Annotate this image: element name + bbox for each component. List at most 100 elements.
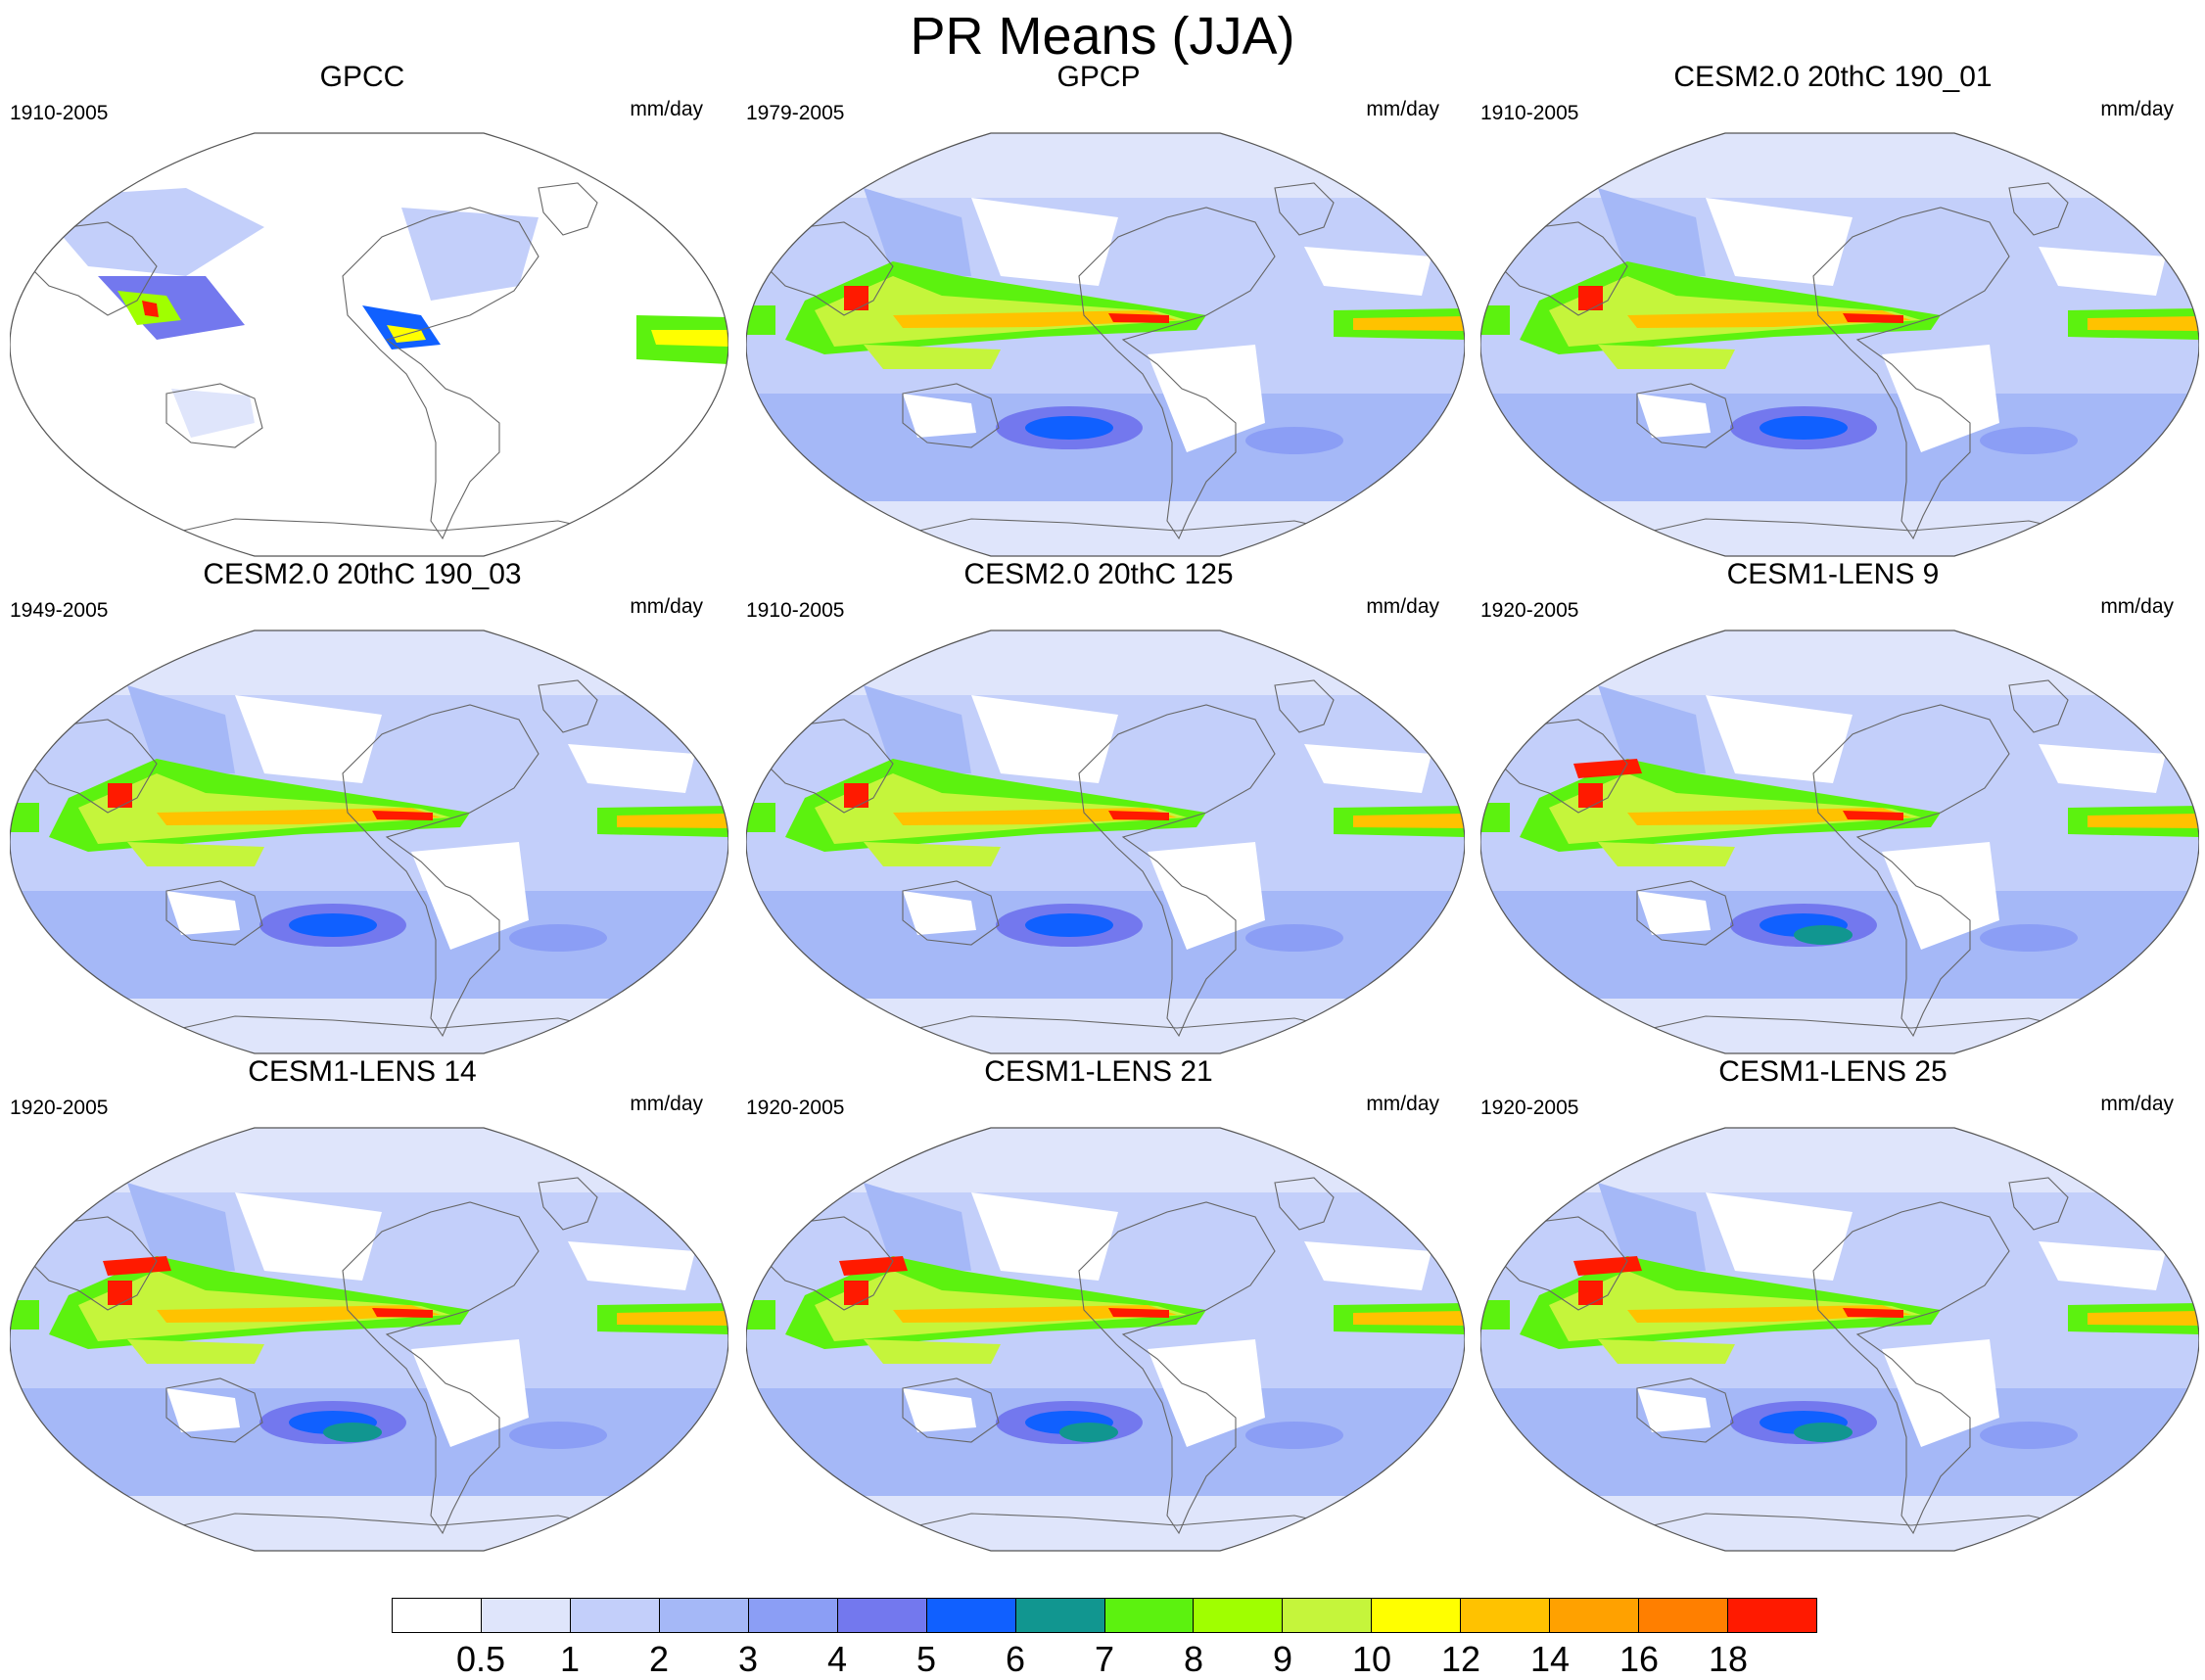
panel-period: 1920-2005 (10, 1097, 109, 1119)
map-area (745, 627, 1466, 1057)
colorbar-box (1728, 1599, 1816, 1632)
coastline-4 (2008, 182, 2069, 236)
colorbar-tick-label: 9 (1272, 1639, 1293, 1679)
colorbar-box (1283, 1599, 1373, 1632)
coastline-4 (2008, 1177, 2069, 1231)
map-border (1479, 132, 2200, 557)
colorbar (392, 1598, 1817, 1633)
coastline-2 (1499, 719, 1628, 814)
coastline-1 (1636, 383, 1734, 448)
precip-map (9, 630, 729, 1054)
colorbar-tick-label: 2 (648, 1639, 670, 1679)
colorbar-box (926, 1599, 1016, 1632)
map-border (9, 132, 729, 557)
coastline-1 (902, 880, 1000, 946)
map-border (9, 630, 729, 1054)
colorbar-box (393, 1599, 482, 1632)
colorbar-box (570, 1599, 660, 1632)
map-area (745, 129, 1466, 560)
map-panel: CESM1-LENS 25 1920-2005 mm/day (1471, 1055, 2200, 1553)
map-panel: CESM1-LENS 9 1920-2005 mm/day (1471, 558, 2200, 1055)
map-border (745, 630, 1466, 1054)
map-panel: CESM1-LENS 14 1920-2005 mm/day (0, 1055, 729, 1555)
precip-map (9, 1127, 729, 1552)
map-area (9, 129, 729, 560)
coastline-0 (1078, 207, 1276, 540)
panel-title: CESM1-LENS 25 (1718, 1055, 1947, 1088)
precip-map (745, 132, 1466, 557)
panel-units: mm/day (2100, 1093, 2174, 1115)
colorbar-tick-label: 10 (1351, 1639, 1392, 1679)
colorbar-box (1015, 1599, 1105, 1632)
colorbar-tick-label: 5 (915, 1639, 937, 1679)
precip-map (745, 630, 1466, 1054)
coastline-0 (342, 1201, 540, 1535)
coastline-2 (765, 221, 894, 316)
colorbar-box (1194, 1599, 1284, 1632)
map-area (1479, 627, 2200, 1057)
map-border (745, 1127, 1466, 1552)
colorbar-box (481, 1599, 571, 1632)
colorbar-tick-label: 1 (559, 1639, 581, 1679)
coastline-2 (765, 719, 894, 814)
map-panel: CESM2.0 20thC 125 1910-2005 mm/day (736, 558, 1466, 1055)
coastline-2 (765, 1216, 894, 1311)
map-panel: CESM2.0 20thC 190_03 1949-2005 mm/day (0, 558, 729, 1057)
coastline-4 (538, 679, 598, 733)
coastline-0 (1078, 1201, 1276, 1535)
panel-units: mm/day (1366, 595, 1439, 618)
coastline-4 (1274, 182, 1335, 236)
colorbar-tick-label: 0.5 (455, 1639, 506, 1679)
map-border (745, 132, 1466, 557)
colorbar-box (659, 1599, 749, 1632)
map-border (1479, 630, 2200, 1054)
colorbar-box (1104, 1599, 1195, 1632)
coastline-1 (902, 383, 1000, 448)
colorbar-tick-label: 7 (1094, 1639, 1115, 1679)
precip-map (9, 132, 729, 557)
panel-period: 1910-2005 (1480, 102, 1579, 124)
colorbar-tick-label: 18 (1708, 1639, 1749, 1679)
colorbar-box (1372, 1599, 1462, 1632)
coastline-2 (1499, 1216, 1628, 1311)
colorbar-tick-label: 16 (1619, 1639, 1660, 1679)
figure-title: PR Means (JJA) (910, 7, 1295, 66)
colorbar-tick-label: 12 (1440, 1639, 1481, 1679)
colorbar-box (1461, 1599, 1551, 1632)
map-area (9, 1124, 729, 1555)
coastline-1 (165, 1377, 263, 1443)
colorbar-tick-label: 6 (1005, 1639, 1026, 1679)
coastline-4 (538, 182, 598, 236)
panel-period: 1920-2005 (1480, 1097, 1579, 1119)
panel-period: 1920-2005 (1480, 599, 1579, 622)
coastline-1 (1636, 880, 1734, 946)
map-panel: CESM1-LENS 21 1920-2005 mm/day (736, 1055, 1466, 1553)
precip-map (1479, 630, 2200, 1054)
map-panel: CESM2.0 20thC 190_01 1910-2005 mm/day (1471, 61, 2200, 558)
coastline-1 (165, 383, 263, 448)
panel-title: CESM1-LENS 9 (1726, 558, 1940, 590)
map-panel: GPCC 1910-2005 mm/day (0, 61, 729, 560)
map-area (1479, 1124, 2200, 1555)
panel-units: mm/day (630, 1093, 703, 1115)
panel-title: GPCP (1056, 61, 1141, 93)
map-area (9, 627, 729, 1057)
precip-map (745, 1127, 1466, 1552)
colorbar-box (837, 1599, 927, 1632)
coastline-4 (1274, 1177, 1335, 1231)
coastline-4 (538, 1177, 598, 1231)
coastline-0 (1812, 704, 2010, 1038)
panel-units: mm/day (2100, 98, 2174, 120)
colorbar-box (1639, 1599, 1729, 1632)
precip-map (1479, 1127, 2200, 1552)
panel-units: mm/day (1366, 1093, 1439, 1115)
panel-units: mm/day (1366, 98, 1439, 120)
coastline-0 (1078, 704, 1276, 1038)
colorbar-tick-label: 8 (1183, 1639, 1204, 1679)
panel-period: 1920-2005 (746, 1097, 845, 1119)
panel-title: CESM2.0 20thC 190_03 (203, 558, 522, 590)
coastline-1 (165, 880, 263, 946)
map-area (1479, 129, 2200, 560)
coastline-1 (902, 1377, 1000, 1443)
panel-title: CESM1-LENS 21 (984, 1055, 1213, 1088)
